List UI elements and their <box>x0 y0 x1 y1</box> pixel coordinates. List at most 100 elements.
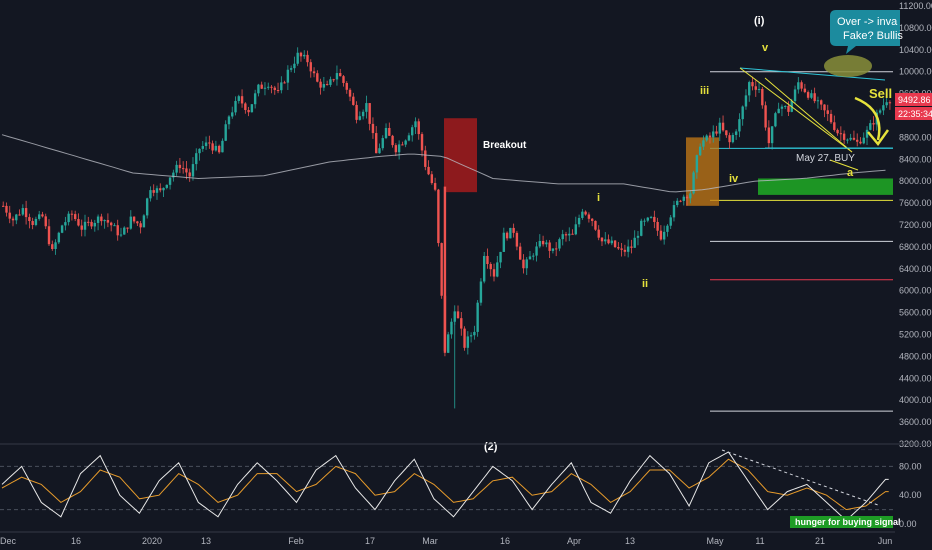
candle <box>744 89 748 110</box>
candle <box>152 184 155 197</box>
candle <box>116 219 119 241</box>
price-tick-label: 7600.00 <box>899 198 932 208</box>
candle <box>204 136 208 150</box>
candle <box>597 225 600 241</box>
candle <box>505 231 509 241</box>
candle <box>482 251 486 284</box>
candle <box>594 220 597 231</box>
candle <box>263 82 267 96</box>
candle <box>70 210 74 221</box>
candle <box>525 257 528 276</box>
time-tick-label: Dec <box>0 536 16 546</box>
candle <box>322 76 326 92</box>
time-tick-label: Jun <box>878 536 893 546</box>
time-tick-label: 11 <box>755 536 764 546</box>
candle <box>882 98 885 116</box>
candle <box>725 130 728 138</box>
candle <box>365 95 368 119</box>
time-tick-label: 16 <box>500 536 510 546</box>
candle <box>466 331 470 355</box>
time-tick-label: Feb <box>288 536 304 546</box>
candle <box>181 161 185 174</box>
price-tick-label: 8400.00 <box>899 154 932 164</box>
candle <box>712 125 715 143</box>
candle <box>51 240 54 251</box>
candle <box>800 80 803 92</box>
candle <box>231 106 234 119</box>
candle <box>512 223 515 238</box>
price-tick-label: 6000.00 <box>899 286 932 296</box>
candle <box>522 254 525 274</box>
candle <box>541 235 545 247</box>
candle <box>312 67 316 78</box>
candle <box>355 101 358 124</box>
candle <box>319 78 322 95</box>
candle <box>463 326 466 351</box>
candle <box>757 82 761 94</box>
candle <box>633 230 636 248</box>
candle <box>67 211 70 226</box>
price-tick-label: 5200.00 <box>899 330 932 340</box>
candle <box>253 89 257 109</box>
wave-ii-label: ii <box>642 278 648 290</box>
candle <box>2 201 5 207</box>
candle <box>198 148 201 161</box>
time-tick-label: May <box>706 536 724 546</box>
candle <box>672 200 676 222</box>
wave-a-label: a <box>847 167 854 179</box>
price-tick-label: 6400.00 <box>899 264 932 274</box>
candlesticks <box>2 47 892 409</box>
candle <box>538 234 542 249</box>
candle <box>260 81 263 89</box>
candle <box>669 214 672 230</box>
candle <box>306 50 309 67</box>
candle <box>496 255 499 278</box>
candle <box>859 137 862 145</box>
candle <box>440 242 443 299</box>
candle <box>476 300 479 337</box>
candle <box>702 135 705 150</box>
candle <box>554 242 558 257</box>
candle <box>54 239 57 255</box>
candle <box>626 239 630 258</box>
candle <box>417 118 420 140</box>
candle <box>754 80 757 97</box>
candle <box>797 77 800 94</box>
candle <box>339 68 342 77</box>
candle <box>548 240 551 258</box>
candle <box>276 82 280 94</box>
candle <box>332 78 335 83</box>
candle <box>509 227 512 239</box>
candle <box>574 216 578 236</box>
candle <box>502 227 506 252</box>
candle <box>371 117 375 139</box>
price-tick-label: 4000.00 <box>899 395 932 405</box>
candle <box>18 209 21 216</box>
sell-arrow <box>854 96 881 141</box>
candle <box>103 219 106 229</box>
candle <box>345 81 348 94</box>
candle <box>777 102 780 114</box>
candle <box>581 208 584 220</box>
candle <box>165 184 169 190</box>
signal-label: hunger for buying signal <box>795 517 901 527</box>
candle <box>188 168 191 182</box>
candle <box>250 103 254 113</box>
candle <box>47 219 51 247</box>
candle <box>384 123 388 140</box>
candle <box>5 202 8 217</box>
candle <box>636 230 640 246</box>
candle <box>175 160 178 176</box>
candle <box>846 138 849 144</box>
time-tick-label: Apr <box>567 536 581 546</box>
candle <box>430 171 434 185</box>
candle <box>738 113 741 138</box>
candle <box>561 229 564 246</box>
countdown-badge <box>895 107 932 120</box>
time-tick-label: Mar <box>422 536 438 546</box>
candle <box>558 237 561 252</box>
candle <box>728 132 731 149</box>
candle <box>145 197 149 219</box>
candle <box>420 132 424 157</box>
